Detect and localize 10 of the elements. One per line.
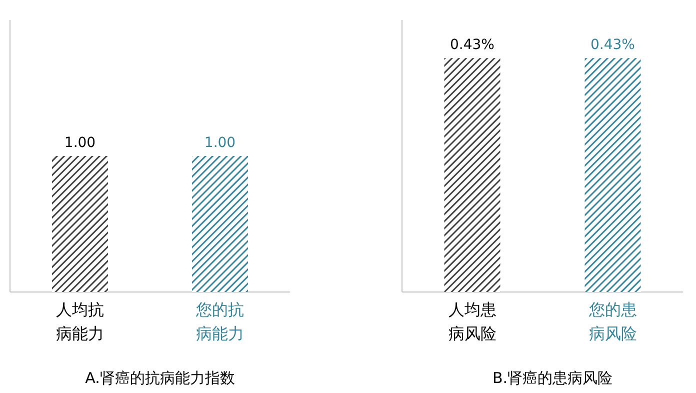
text: B.肾癌的患病风险	[492, 369, 613, 387]
text: A.肾癌的抗病能力指数	[85, 369, 235, 387]
data-label: 1.00	[64, 135, 96, 151]
data-label: 0.43%	[450, 37, 494, 54]
category-label: 您的患病风险	[588, 300, 637, 343]
category-label: 您的抗病能力	[196, 300, 244, 343]
data-label: 1.00	[204, 135, 236, 151]
category-label: 人均抗病能力	[56, 300, 104, 343]
category-label: 人均患病风险	[448, 300, 496, 343]
data-label: 0.43%	[590, 37, 635, 54]
